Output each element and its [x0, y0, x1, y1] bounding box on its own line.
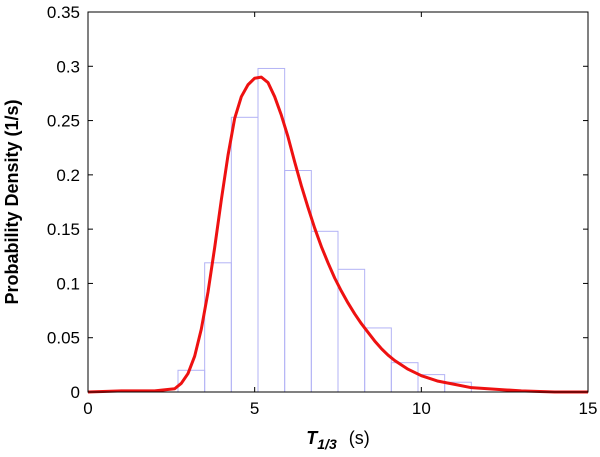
- x-tick-label: 10: [412, 399, 431, 418]
- y-tick-label: 0.35: [47, 3, 80, 22]
- plot-frame: [87, 11, 589, 393]
- y-tick-label: 0.05: [47, 329, 80, 348]
- y-tick-label: 0.3: [56, 57, 80, 76]
- x-axis: 0 5 10 15: [83, 12, 597, 418]
- x-axis-label: T1/3 (s): [306, 428, 369, 452]
- y-axis-label: Probability Density (1/s): [2, 99, 22, 304]
- x-axis-label-unit: (s): [349, 428, 370, 448]
- y-tick-label: 0.2: [56, 166, 80, 185]
- x-tick-label: 15: [579, 399, 598, 418]
- y-axis: 0 0.05 0.1 0.15 0.2 0.25 0.3 0.35: [47, 3, 588, 402]
- density-curve: [87, 75, 588, 394]
- y-tick-label: 0.25: [47, 112, 80, 131]
- x-tick-label: 5: [250, 399, 259, 418]
- x-axis-label-main: T: [306, 428, 319, 448]
- histogram-bars: [177, 67, 472, 393]
- x-axis-label-subscript: 1/3: [317, 436, 337, 452]
- y-tick-label: 0.1: [56, 274, 80, 293]
- histogram-bar: [364, 327, 392, 393]
- histogram-bar: [337, 268, 366, 393]
- y-tick-label: 0: [71, 383, 80, 402]
- x-tick-label: 0: [83, 399, 92, 418]
- y-tick-label: 0.15: [47, 220, 80, 239]
- histogram-bar: [230, 116, 259, 393]
